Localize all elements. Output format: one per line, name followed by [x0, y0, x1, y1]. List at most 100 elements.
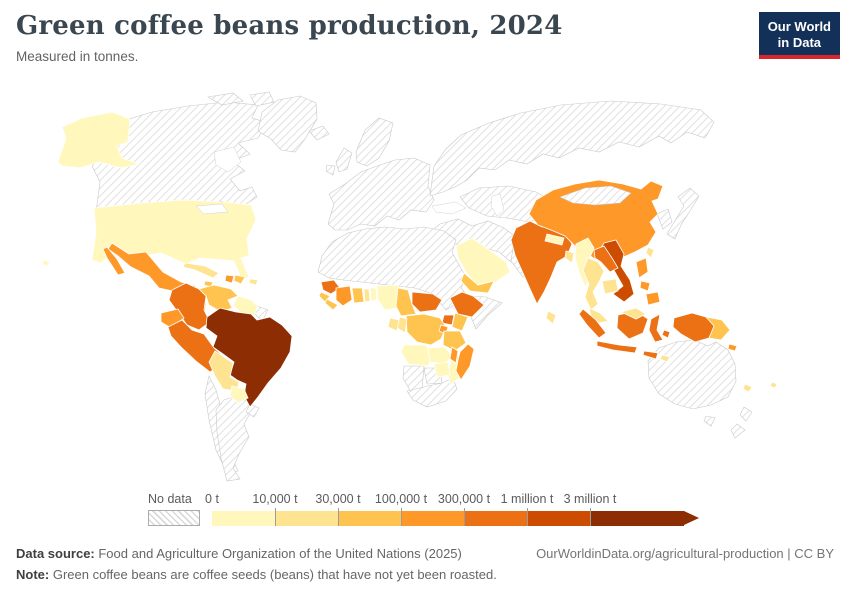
country-indonesia-sulawesi[interactable] — [648, 313, 664, 343]
nodata-uruguay[interactable] — [245, 403, 260, 418]
owid-logo-line2: in Data — [777, 34, 822, 50]
country-guyana[interactable] — [232, 295, 259, 317]
footer-left: Data source: Food and Agriculture Organi… — [16, 544, 497, 586]
data-source-line: Data source: Food and Agriculture Organi… — [16, 544, 497, 565]
owid-link[interactable]: OurWorldinData.org/agricultural-producti… — [536, 546, 834, 561]
country-cameroon[interactable] — [395, 287, 417, 317]
country-bolivia[interactable] — [208, 350, 240, 392]
nodata-japan[interactable] — [666, 187, 700, 240]
country-zimbabwe[interactable] — [433, 361, 451, 378]
nodata-new-zealand-north[interactable] — [739, 406, 753, 422]
country-taiwan[interactable] — [645, 246, 655, 259]
legend-bin[interactable] — [464, 511, 527, 526]
legend-bin[interactable] — [401, 511, 464, 526]
country-alaska[interactable] — [57, 111, 141, 169]
country-bangladesh[interactable] — [564, 250, 575, 264]
country-puerto-rico[interactable] — [248, 278, 259, 286]
nodata-uk[interactable] — [335, 147, 353, 173]
country-ivory-coast[interactable] — [335, 285, 353, 307]
legend-bin[interactable] — [590, 511, 684, 526]
country-angola[interactable] — [400, 344, 433, 367]
legend-no-data[interactable]: No data — [148, 492, 200, 526]
country-malawi[interactable] — [449, 346, 459, 364]
country-thailand[interactable] — [582, 257, 605, 311]
country-dr-congo[interactable] — [405, 313, 447, 346]
country-central-african-republic[interactable] — [411, 291, 443, 313]
nodata-arctic-island-2[interactable] — [249, 91, 275, 107]
country-togo[interactable] — [363, 288, 371, 303]
nodata-tasmania[interactable] — [703, 415, 716, 427]
legend-tick-label: 1 million t — [500, 492, 554, 506]
country-liberia[interactable] — [324, 298, 339, 311]
country-uganda[interactable] — [441, 314, 455, 326]
nodata-korea[interactable] — [656, 208, 673, 230]
legend-tick-label: 30,000 t — [315, 492, 361, 506]
nodata-south-africa[interactable] — [406, 377, 458, 408]
chart-footer: Data source: Food and Agriculture Organi… — [16, 544, 834, 586]
country-mexico-baja[interactable] — [102, 246, 126, 276]
country-philippines-visayas[interactable] — [639, 280, 651, 292]
country-paraguay[interactable] — [229, 385, 249, 404]
country-brazil[interactable] — [205, 307, 293, 408]
country-philippines-mindanao[interactable] — [645, 291, 661, 306]
country-new-caledonia[interactable] — [742, 383, 753, 393]
country-haiti[interactable] — [224, 274, 235, 284]
nodata-arctic-island-1[interactable] — [207, 92, 244, 106]
country-benin[interactable] — [369, 287, 378, 302]
country-cambodia[interactable] — [601, 278, 619, 295]
country-timor[interactable] — [659, 354, 671, 363]
nodata-iceland[interactable] — [308, 125, 330, 141]
legend-scale[interactable]: 0 t 10,000 t 30,000 t 100,000 t 300,000 t 1 m… — [205, 492, 712, 526]
legend-bin[interactable] — [527, 511, 590, 526]
no-data-swatch[interactable] — [148, 510, 200, 526]
legend-tick — [464, 508, 465, 526]
country-cuba[interactable] — [182, 262, 220, 279]
legend-tick — [338, 508, 339, 526]
legend-tick — [527, 508, 528, 526]
country-zambia[interactable] — [427, 346, 453, 365]
country-sierra-leone[interactable] — [318, 291, 331, 303]
nodata-scandinavia[interactable] — [355, 117, 394, 167]
country-laos[interactable] — [593, 245, 619, 273]
country-papua-new-guinea[interactable] — [704, 316, 731, 341]
country-philippines-luzon[interactable] — [635, 257, 649, 279]
country-madagascar[interactable] — [455, 343, 475, 381]
nodata-russia[interactable] — [429, 100, 715, 197]
country-sri-lanka[interactable] — [545, 310, 557, 325]
country-solomon-islands[interactable] — [727, 343, 738, 352]
country-hawaii[interactable] — [41, 259, 51, 267]
country-saudi-arabia[interactable] — [455, 237, 511, 288]
nodata-new-zealand-south[interactable] — [730, 423, 746, 439]
country-indonesia-java[interactable] — [596, 340, 638, 354]
country-venezuela[interactable] — [198, 284, 239, 313]
country-indonesia-sumatra[interactable] — [578, 308, 607, 339]
legend-bin[interactable] — [338, 511, 401, 526]
country-gabon[interactable] — [387, 317, 400, 332]
country-malaysia-borneo[interactable] — [619, 307, 647, 320]
country-kenya[interactable] — [451, 312, 469, 332]
nodata-greenland[interactable] — [257, 95, 318, 153]
country-indonesia-moluccas[interactable] — [661, 329, 671, 339]
country-malaysia[interactable] — [588, 307, 609, 324]
legend-tick-label: 10,000 t — [252, 492, 298, 506]
nodata-mongolia[interactable] — [559, 185, 632, 206]
owid-logo[interactable]: Our World in Data — [758, 12, 840, 60]
nodata-ireland[interactable] — [325, 164, 336, 176]
legend-arrow — [684, 511, 699, 525]
country-tanzania[interactable] — [442, 330, 467, 352]
country-fiji[interactable] — [769, 381, 778, 389]
no-data-label: No data — [148, 492, 192, 506]
country-layer — [41, 111, 778, 408]
country-ghana[interactable] — [351, 287, 365, 304]
country-nepal[interactable] — [544, 233, 565, 246]
nodata-australia[interactable] — [647, 339, 737, 410]
black-sea — [431, 201, 467, 215]
legend-bin[interactable] — [212, 511, 275, 526]
country-yemen[interactable] — [460, 272, 495, 294]
country-dominican-republic[interactable] — [233, 274, 246, 285]
legend-bin[interactable] — [275, 511, 338, 526]
country-indonesia-lesser-sunda[interactable] — [642, 350, 659, 360]
country-guinea[interactable] — [320, 279, 341, 295]
